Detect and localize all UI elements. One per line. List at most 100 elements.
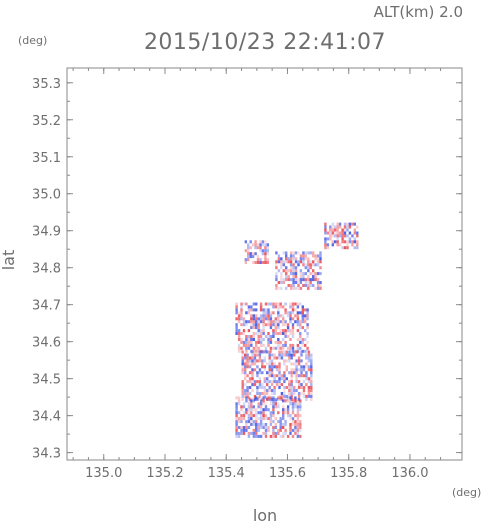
field-cell bbox=[296, 349, 300, 353]
field-cell bbox=[263, 356, 266, 360]
field-cell bbox=[312, 263, 315, 267]
field-cell bbox=[247, 414, 251, 418]
field-cell bbox=[274, 434, 277, 438]
field-cell bbox=[240, 314, 243, 318]
field-cell bbox=[272, 320, 275, 324]
field-cell bbox=[302, 257, 305, 261]
field-cell bbox=[296, 434, 300, 438]
field-layer bbox=[235, 222, 359, 438]
field-cell bbox=[296, 426, 300, 429]
field-cell bbox=[264, 255, 267, 259]
field-cell bbox=[287, 275, 290, 279]
field-cell bbox=[351, 240, 354, 244]
field-cell bbox=[262, 414, 265, 418]
field-cell bbox=[253, 368, 257, 372]
field-cell bbox=[272, 302, 275, 306]
field-cell bbox=[294, 426, 297, 429]
field-cell bbox=[336, 228, 339, 232]
field-cell bbox=[310, 362, 313, 366]
field-cell bbox=[272, 323, 275, 327]
field-cell bbox=[274, 431, 277, 435]
field-cell bbox=[277, 405, 280, 409]
field-cell bbox=[264, 335, 268, 338]
field-cell bbox=[285, 272, 288, 276]
field-cell bbox=[294, 314, 297, 318]
field-cell bbox=[259, 340, 263, 344]
field-cell bbox=[302, 365, 306, 369]
field-cell bbox=[326, 237, 330, 241]
field-cell bbox=[297, 362, 301, 366]
field-cell bbox=[297, 368, 301, 372]
field-cell bbox=[338, 225, 342, 229]
field-cell bbox=[289, 305, 292, 309]
field-cell bbox=[284, 420, 287, 424]
field-cell bbox=[290, 356, 293, 360]
field-cell bbox=[242, 414, 246, 418]
field-cell bbox=[277, 411, 280, 415]
y-tick-label: 34.3 bbox=[32, 447, 61, 462]
field-cell bbox=[278, 365, 281, 369]
field-cell bbox=[237, 434, 241, 438]
field-cell bbox=[353, 231, 356, 235]
field-cell bbox=[257, 417, 260, 421]
field-cell bbox=[309, 266, 312, 270]
field-cell bbox=[296, 320, 300, 324]
field-cell bbox=[252, 338, 255, 341]
field-cell bbox=[331, 222, 334, 226]
field-cell bbox=[251, 371, 254, 375]
field-cell bbox=[356, 225, 359, 229]
field-cell bbox=[242, 402, 246, 406]
field-cell bbox=[304, 266, 307, 270]
field-cell bbox=[254, 252, 257, 256]
field-cell bbox=[241, 392, 244, 395]
tick-layer: 135.0 135.2 135.4 135.6 135.8 136.0 34.3 34.4 34… bbox=[32, 68, 462, 481]
field-cell bbox=[291, 349, 295, 353]
field-cell bbox=[289, 314, 292, 318]
field-cell bbox=[258, 350, 262, 354]
field-cell bbox=[247, 329, 251, 333]
field-cell bbox=[312, 251, 315, 255]
field-cell bbox=[255, 343, 258, 347]
field-cell bbox=[264, 346, 268, 350]
field-cell bbox=[297, 251, 300, 255]
field-cell bbox=[319, 260, 322, 264]
field-cell bbox=[273, 374, 276, 378]
field-cell bbox=[258, 353, 262, 357]
y-axis-label: lat bbox=[0, 250, 18, 271]
field-cell bbox=[302, 394, 306, 398]
field-cell bbox=[261, 383, 264, 387]
field-cell bbox=[300, 386, 303, 389]
field-cell bbox=[283, 359, 286, 363]
field-cell bbox=[248, 371, 252, 375]
field-cell bbox=[242, 302, 246, 306]
field-cell bbox=[302, 389, 306, 392]
field-cell bbox=[272, 405, 275, 409]
field-cell bbox=[331, 225, 334, 229]
field-cell bbox=[240, 408, 243, 412]
field-cell bbox=[336, 243, 339, 247]
field-cell bbox=[268, 362, 271, 366]
field-cell bbox=[341, 228, 344, 232]
field-cell bbox=[273, 353, 276, 357]
field-cell bbox=[299, 281, 303, 284]
field-cell bbox=[289, 428, 292, 432]
field-cell bbox=[235, 332, 238, 335]
field-cell bbox=[310, 386, 313, 389]
field-cell bbox=[310, 374, 313, 378]
field-cell bbox=[316, 254, 320, 258]
field-cell bbox=[267, 340, 270, 344]
field-cell bbox=[294, 266, 298, 270]
field-cell bbox=[264, 240, 267, 244]
field-cell bbox=[297, 392, 301, 395]
field-cell bbox=[254, 246, 257, 250]
field-cell bbox=[244, 356, 247, 360]
field-cell bbox=[290, 377, 293, 381]
field-cell bbox=[309, 263, 312, 267]
field-cell bbox=[297, 350, 301, 354]
field-cell bbox=[252, 317, 255, 321]
field-cell bbox=[247, 434, 251, 438]
field-cell bbox=[242, 431, 246, 435]
x-tick-label: 135.6 bbox=[269, 466, 306, 481]
field-cell bbox=[257, 411, 260, 415]
field-cell bbox=[261, 249, 265, 253]
